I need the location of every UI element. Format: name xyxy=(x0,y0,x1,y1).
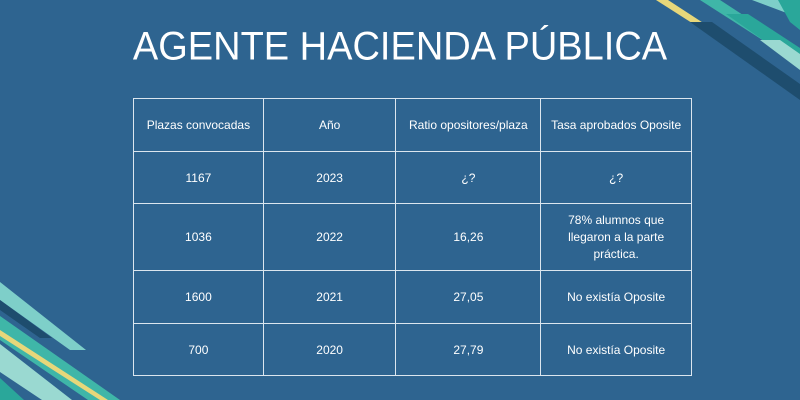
table-cell: 2020 xyxy=(262,323,397,376)
header-cell: Ratio opositores/plaza xyxy=(395,98,542,152)
table-cell: 1167 xyxy=(133,151,264,204)
table-header-row: Plazas convocadas Año Ratio opositores/p… xyxy=(133,98,692,152)
table-cell: No existía Oposite xyxy=(540,270,692,324)
header-cell: Año xyxy=(262,98,397,152)
table-cell: 2021 xyxy=(262,270,397,324)
table-cell: 78% alumnos que llegaron a la parte prác… xyxy=(540,203,692,271)
table-cell: 2022 xyxy=(262,203,397,271)
header-cell: Tasa aprobados Oposite xyxy=(540,98,692,152)
table-cell: 700 xyxy=(133,323,264,376)
table-cell: ¿? xyxy=(540,151,692,204)
table-cell: 16,26 xyxy=(395,203,542,271)
table-cell: 1600 xyxy=(133,270,264,324)
table-cell: 27,05 xyxy=(395,270,542,324)
table-cell: ¿? xyxy=(395,151,542,204)
table-cell: 2023 xyxy=(262,151,397,204)
table-cell: No existía Oposite xyxy=(540,323,692,376)
table-row: 1600 2021 27,05 No existía Oposite xyxy=(133,270,692,324)
header-cell: Plazas convocadas xyxy=(133,98,264,152)
table-cell: 1036 xyxy=(133,203,264,271)
table-row: 1036 2022 16,26 78% alumnos que llegaron… xyxy=(133,203,692,271)
table-cell: 27,79 xyxy=(395,323,542,376)
page-title: AGENTE HACIENDA PÚBLICA xyxy=(132,24,668,70)
data-table: Plazas convocadas Año Ratio opositores/p… xyxy=(133,98,692,376)
table-row: 1167 2023 ¿? ¿? xyxy=(133,151,692,204)
table-row: 700 2020 27,79 No existía Oposite xyxy=(133,323,692,376)
